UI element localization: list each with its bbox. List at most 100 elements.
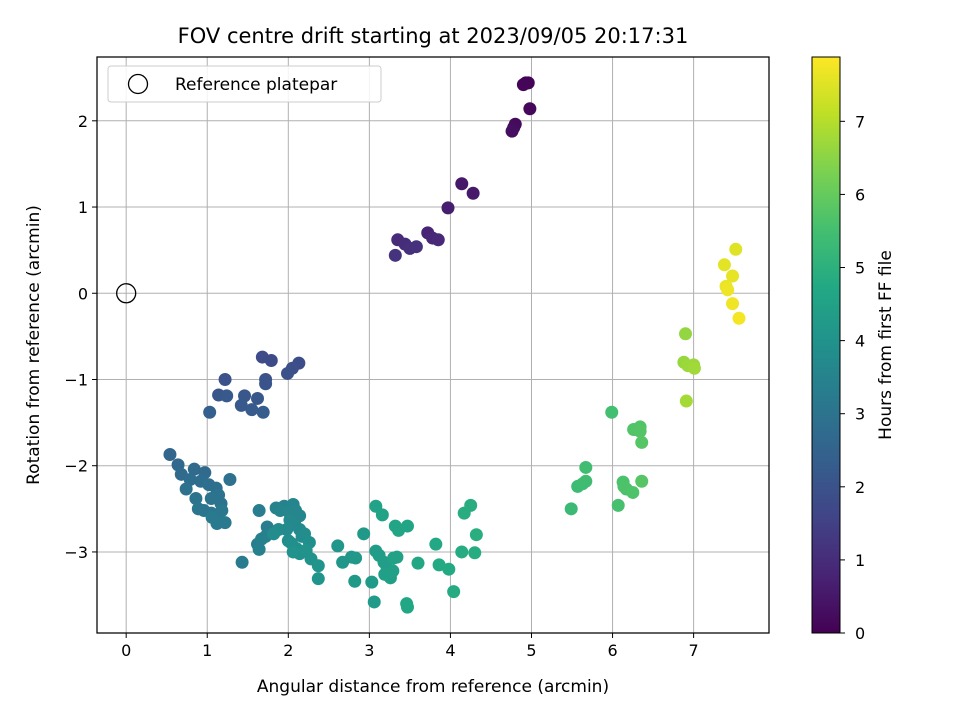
data-point — [464, 498, 478, 512]
data-point — [400, 519, 414, 533]
data-point — [264, 354, 278, 368]
data-point — [721, 283, 735, 297]
colorbar-tick-label: 4 — [855, 332, 865, 351]
x-axis-label: Angular distance from reference (arcmin) — [257, 677, 609, 697]
data-point — [633, 424, 647, 438]
data-point — [311, 559, 325, 573]
data-point — [203, 405, 217, 419]
data-point — [466, 186, 480, 200]
data-point — [280, 366, 294, 380]
data-point — [256, 405, 270, 419]
data-point — [469, 528, 483, 542]
data-point — [245, 403, 259, 417]
y-tick-label: −2 — [64, 457, 88, 476]
data-point — [189, 491, 203, 505]
data-point — [367, 595, 381, 609]
y-axis: −3 −2 −1 0 1 2 — [64, 112, 97, 562]
data-point — [732, 311, 746, 325]
colorbar-tick-label: 5 — [855, 259, 865, 278]
data-point — [687, 361, 701, 375]
data-point — [409, 240, 423, 254]
y-tick-label: 2 — [78, 112, 88, 131]
colorbar-tick-label: 2 — [855, 478, 865, 497]
data-point — [564, 502, 578, 516]
x-tick-label: 1 — [202, 641, 212, 660]
x-axis: 0 1 2 3 4 5 6 7 — [121, 633, 699, 660]
data-point — [431, 233, 445, 247]
x-tick-label: 6 — [607, 641, 617, 660]
data-point — [357, 527, 371, 541]
data-point — [259, 377, 273, 391]
data-point — [611, 498, 625, 512]
data-point — [252, 542, 266, 556]
data-point — [726, 269, 740, 283]
data-point — [579, 460, 593, 474]
colorbar-tick-label: 6 — [855, 185, 865, 204]
data-point — [626, 485, 640, 499]
data-point — [516, 78, 530, 92]
data-point — [235, 555, 249, 569]
grid — [97, 57, 769, 633]
legend-label-reference: Reference platepar — [175, 75, 337, 95]
data-point — [163, 448, 177, 462]
data-point — [331, 539, 345, 553]
x-tick-label: 4 — [445, 641, 455, 660]
data-point — [635, 474, 649, 488]
legend-marker-reference — [127, 73, 149, 95]
y-tick-label: −3 — [64, 543, 88, 562]
data-point — [455, 545, 469, 559]
data-point — [523, 102, 537, 116]
y-tick-label: 1 — [78, 198, 88, 217]
legend-box — [107, 65, 382, 103]
data-point — [717, 258, 731, 272]
data-point — [388, 248, 402, 262]
data-point — [455, 177, 469, 191]
data-point — [390, 550, 404, 564]
data-point — [365, 575, 379, 589]
reference-platepar-marker — [116, 283, 137, 304]
data-point — [311, 572, 325, 586]
data-point — [505, 124, 519, 138]
plot-frame — [96, 56, 770, 634]
data-point — [442, 562, 456, 576]
data-point — [605, 405, 619, 419]
data-point — [375, 508, 389, 522]
x-tick-label: 2 — [283, 641, 293, 660]
data-point — [179, 482, 193, 496]
data-point — [579, 474, 593, 488]
chart-title: FOV centre drift starting at 2023/09/05 … — [178, 24, 689, 48]
data-point — [187, 462, 201, 476]
data-point — [447, 585, 461, 599]
data-point — [204, 491, 218, 505]
data-point — [400, 600, 414, 614]
data-point — [255, 532, 269, 546]
colorbar-tick-label: 7 — [855, 112, 865, 131]
data-point — [348, 574, 362, 588]
data-point — [234, 398, 248, 412]
y-tick-label: 0 — [78, 284, 88, 303]
colorbar-gradient — [811, 56, 841, 634]
data-point — [432, 558, 446, 572]
y-tick-label: −1 — [64, 370, 88, 389]
x-tick-label: 0 — [121, 641, 131, 660]
colorbar-tick-label: 1 — [855, 551, 865, 570]
data-point — [679, 394, 693, 408]
x-tick-label: 7 — [689, 641, 699, 660]
data-point — [429, 537, 443, 551]
data-point — [441, 201, 455, 215]
data-point — [679, 327, 693, 341]
colorbar: 0 1 2 3 4 5 6 7 Hours from first FF file — [811, 56, 896, 643]
colorbar-label: Hours from first FF file — [876, 250, 896, 440]
data-point — [223, 473, 237, 487]
colorbar-tick-label: 3 — [855, 405, 865, 424]
colorbar-tick-label: 0 — [855, 624, 865, 643]
data-point — [220, 389, 234, 403]
data-point — [726, 297, 740, 311]
x-tick-label: 3 — [364, 641, 374, 660]
data-point — [252, 504, 266, 518]
x-tick-label: 5 — [526, 641, 536, 660]
data-point — [635, 435, 649, 449]
data-point — [286, 545, 300, 559]
scatter-points — [116, 76, 746, 614]
